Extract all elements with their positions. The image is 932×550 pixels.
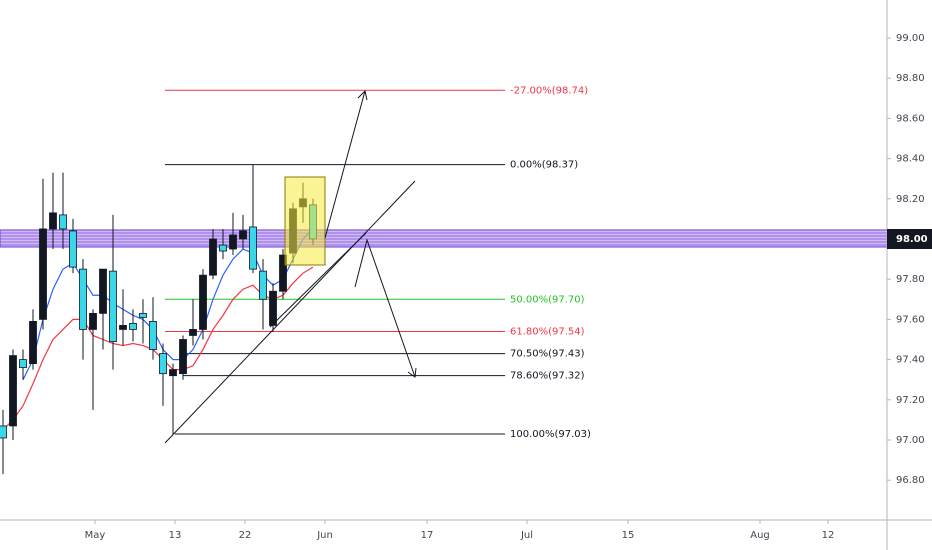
candle-body: [209, 238, 217, 276]
y-tick-label: 97.20: [896, 395, 925, 406]
x-tick-label: May: [85, 530, 106, 541]
price-label: 98.00: [896, 234, 928, 245]
drawings: [164, 90, 417, 444]
candle-body: [149, 321, 157, 350]
candle-body: [119, 325, 127, 330]
y-tick-label: 97.80: [896, 274, 925, 285]
fib-label: 100.00%(97.03): [510, 429, 591, 440]
candle-body: [0, 425, 7, 439]
x-tick-label: 17: [421, 530, 434, 541]
candle-body: [159, 353, 167, 375]
candle-body: [249, 226, 257, 270]
candle-body: [239, 230, 247, 240]
candle-body: [69, 230, 77, 268]
y-tick-label: 98.40: [896, 154, 925, 165]
x-tick-label: Aug: [750, 530, 770, 541]
y-tick-label: 97.40: [896, 355, 925, 366]
x-tick-label: Jul: [520, 530, 533, 541]
candle-body: [169, 369, 177, 377]
candle-body: [29, 321, 37, 365]
arrow-head: [407, 367, 417, 378]
fib-label: 78.60%(97.32): [510, 371, 585, 382]
fib-label: 61.80%(97.54): [510, 326, 585, 337]
y-tick-label: 98.80: [896, 73, 925, 84]
arrow: [324, 90, 366, 239]
trend-line: [269, 232, 367, 328]
candle-body: [229, 234, 237, 250]
arrow-head: [357, 90, 368, 101]
price-label-bg: [887, 228, 932, 249]
candle-body: [279, 254, 287, 292]
candle-body: [39, 228, 47, 320]
candle-body: [199, 274, 207, 330]
candle-body: [79, 268, 87, 330]
arrow: [354, 238, 416, 378]
candle-body: [129, 323, 137, 330]
y-tick-label: 98.60: [896, 113, 925, 124]
y-tick-label: 98.20: [896, 194, 925, 205]
y-tick-label: 96.80: [896, 475, 925, 486]
candle-body: [49, 212, 57, 230]
candle-body: [109, 270, 117, 342]
x-tick-label: 22: [239, 530, 252, 541]
highlight-box: [284, 176, 326, 266]
candle-body: [99, 268, 107, 314]
candle-body: [269, 290, 277, 326]
candle-body: [139, 312, 147, 318]
candle-body: [179, 339, 187, 375]
candle-body: [89, 312, 97, 330]
candle-body: [59, 214, 67, 230]
y-tick-label: 97.00: [896, 435, 925, 446]
fib-label: 0.00%(98.37): [510, 160, 578, 171]
candle-body: [259, 270, 267, 300]
fib-label: 50.00%(97.70): [510, 294, 585, 305]
candle-body: [9, 355, 17, 427]
fib-label: 70.50%(97.43): [510, 349, 585, 360]
price-zone: [0, 229, 888, 248]
main-layer: -27.00%(98.74) 0.00%(98.37) 50.00%(97.70) 6…: [0, 85, 591, 475]
x-tick-label: 13: [169, 530, 182, 541]
candle-body: [189, 329, 197, 336]
candle-body: [19, 359, 27, 369]
fib-label: -27.00%(98.74): [510, 85, 588, 96]
y-tick-label: 99.00: [896, 33, 925, 44]
trend-line: [164, 180, 416, 444]
x-tick-label: Jun: [316, 530, 333, 541]
x-tick-label: 12: [822, 530, 835, 541]
band-layer: [0, 229, 888, 248]
axis-layer: 96.80 97.00 97.20 97.40 97.60 97.80 98.20 98.40…: [85, 33, 932, 541]
x-tick-label: 15: [622, 530, 635, 541]
candle-body: [219, 244, 227, 252]
y-tick-label: 97.60: [896, 314, 925, 325]
